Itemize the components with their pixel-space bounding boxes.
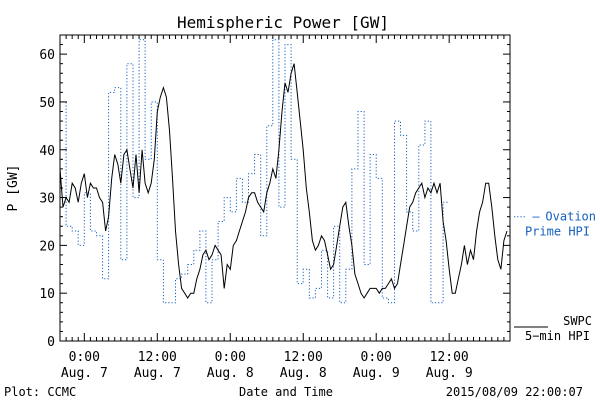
legend-swpc-label-line2: 5−min HPI xyxy=(525,329,590,343)
legend-ovation-label-line2: Prime HPI xyxy=(525,225,590,239)
x-tick-time-label: 0:00 xyxy=(215,350,246,365)
x-tick-time-label: 0:00 xyxy=(69,350,100,365)
x-tick-date-label: Aug. 8 xyxy=(207,366,254,381)
legend-ovation-label-line1: Ovation xyxy=(545,210,596,224)
y-tick-label: 40 xyxy=(39,144,55,159)
x-tick-date-label: Aug. 9 xyxy=(426,366,473,381)
x-tick-time-label: 12:00 xyxy=(284,350,323,365)
plot-credit-label: Plot: CCMC xyxy=(4,385,76,399)
legend-ovation-dash: – xyxy=(532,210,540,224)
y-tick-label: 0 xyxy=(47,335,55,350)
legend-swpc-label-line1: SWPC xyxy=(563,314,592,328)
y-axis-label: P [GW] xyxy=(6,165,21,212)
x-tick-time-label: 12:00 xyxy=(430,350,469,365)
x-tick-date-label: Aug. 8 xyxy=(280,366,327,381)
x-tick-date-label: Aug. 7 xyxy=(134,366,181,381)
x-tick-date-label: Aug. 7 xyxy=(61,366,108,381)
swpc-series-group xyxy=(59,63,508,299)
swpc-5min-hpi-line xyxy=(59,63,508,299)
y-tick-label: 50 xyxy=(39,96,55,111)
y-tick-label: 30 xyxy=(39,192,55,207)
y-tick-label: 60 xyxy=(39,48,55,63)
y-tick-label: 10 xyxy=(39,287,55,302)
y-tick-label: 20 xyxy=(39,239,55,254)
x-axis-label: Date and Time xyxy=(239,385,333,399)
legend-ovation: Ovation–Prime HPI xyxy=(514,210,596,239)
ovation-prime-hpi-line xyxy=(60,39,450,304)
timestamp-label: 2015/08/09 22:00:07 xyxy=(446,385,583,399)
x-tick-date-label: Aug. 9 xyxy=(353,366,400,381)
plot-frame xyxy=(59,34,511,342)
x-tick-time-label: 12:00 xyxy=(138,350,177,365)
x-tick-time-label: 0:00 xyxy=(361,350,392,365)
chart-title: Hemispheric Power [GW] xyxy=(177,13,389,32)
ovation-series-group xyxy=(60,39,450,304)
